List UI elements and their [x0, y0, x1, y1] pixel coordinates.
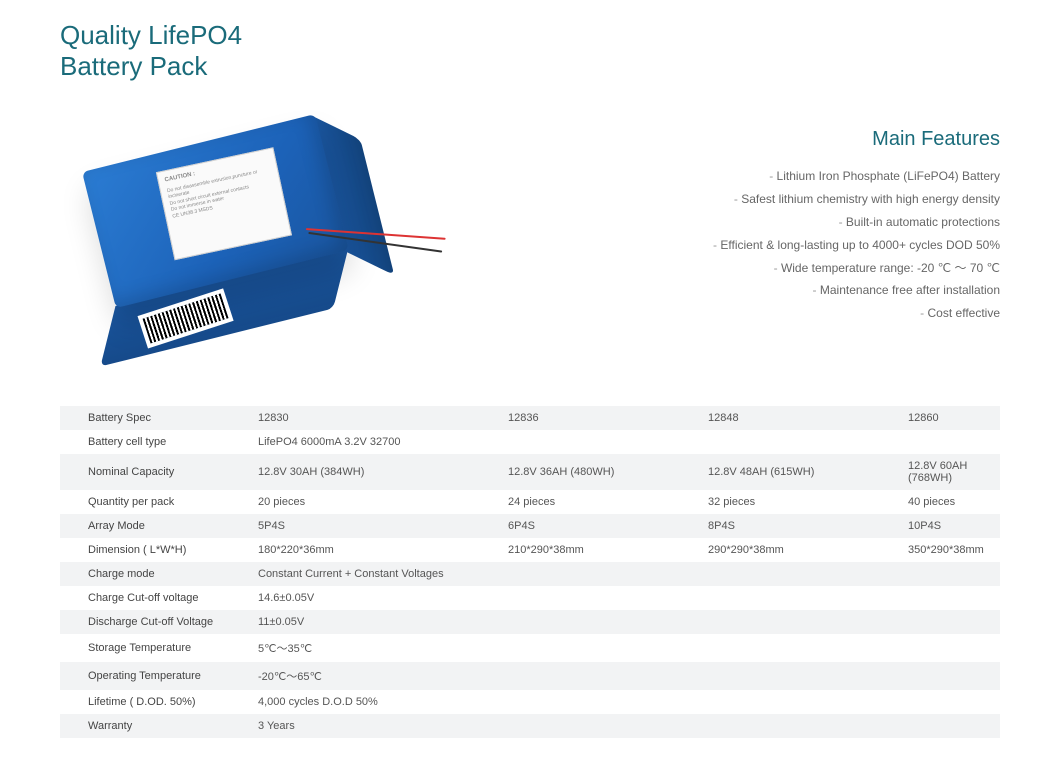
page: Quality LifePO4 Battery Pack CAUTION : D…: [0, 0, 1060, 738]
spec-row-label: Battery Spec: [60, 406, 250, 430]
title-line-2: Battery Pack: [60, 51, 207, 81]
spec-row-label: Warranty: [60, 714, 250, 738]
spec-cell: [500, 586, 700, 610]
title-line-1: Quality LifePO4: [60, 20, 242, 50]
feature-item: Efficient & long-lasting up to 4000+ cyc…: [460, 234, 1000, 257]
spec-cell: 32 pieces: [700, 490, 900, 514]
spec-row-label: Quantity per pack: [60, 490, 250, 514]
spec-cell: [500, 714, 700, 738]
table-row: Storage Temperature5℃～35℃: [60, 634, 1000, 662]
spec-cell: [900, 562, 1000, 586]
product-image: CAUTION : Do not disassemble extrusion,p…: [60, 88, 420, 388]
spec-row-label: Discharge Cut-off Voltage: [60, 610, 250, 634]
spec-cell: 40 pieces: [900, 490, 1000, 514]
spec-cell: [500, 690, 700, 714]
spec-row-label: Dimension ( L*W*H): [60, 538, 250, 562]
spec-cell: [500, 662, 700, 690]
spec-cell: Constant Current + Constant Voltages: [250, 562, 500, 586]
spec-cell: 350*290*38mm: [900, 538, 1000, 562]
spec-cell: [900, 714, 1000, 738]
spec-cell: 12848: [700, 406, 900, 430]
spec-row-label: Charge mode: [60, 562, 250, 586]
table-row: Dimension ( L*W*H)180*220*36mm210*290*38…: [60, 538, 1000, 562]
spec-cell: [900, 586, 1000, 610]
feature-item: Lithium Iron Phosphate (LiFePO4) Battery: [460, 165, 1000, 188]
spec-cell: [500, 430, 700, 454]
spec-cell: [700, 714, 900, 738]
spec-cell: [900, 430, 1000, 454]
spec-cell: 180*220*36mm: [250, 538, 500, 562]
battery-illustration: CAUTION : Do not disassemble extrusion,p…: [82, 110, 378, 348]
table-row: Discharge Cut-off Voltage11±0.05V: [60, 610, 1000, 634]
spec-row-label: Charge Cut-off voltage: [60, 586, 250, 610]
spec-cell: 12860: [900, 406, 1000, 430]
spec-cell: 3 Years: [250, 714, 500, 738]
feature-item: Built-in automatic protections: [460, 211, 1000, 234]
hero-row: CAUTION : Do not disassemble extrusion,p…: [60, 88, 1000, 388]
spec-cell: 5℃～35℃: [250, 634, 500, 662]
spec-cell: [700, 662, 900, 690]
features-panel: Main Features Lithium Iron Phosphate (Li…: [460, 88, 1000, 325]
spec-cell: 11±0.05V: [250, 610, 500, 634]
feature-item: Maintenance free after installation: [460, 279, 1000, 302]
spec-cell: [900, 634, 1000, 662]
spec-row-label: Storage Temperature: [60, 634, 250, 662]
spec-cell: 12.8V 60AH (768WH): [900, 454, 1000, 490]
spec-cell: 210*290*38mm: [500, 538, 700, 562]
spec-cell: 10P4S: [900, 514, 1000, 538]
table-row: Warranty3 Years: [60, 714, 1000, 738]
features-heading: Main Features: [460, 128, 1000, 151]
spec-cell: [700, 610, 900, 634]
spec-cell: [900, 662, 1000, 690]
spec-cell: 12830: [250, 406, 500, 430]
spec-cell: 24 pieces: [500, 490, 700, 514]
spec-cell: [500, 610, 700, 634]
spec-cell: 12.8V 36AH (480WH): [500, 454, 700, 490]
spec-cell: 290*290*38mm: [700, 538, 900, 562]
spec-row-label: Operating Temperature: [60, 662, 250, 690]
spec-cell: -20℃～65℃: [250, 662, 500, 690]
spec-cell: [700, 562, 900, 586]
spec-cell: [900, 610, 1000, 634]
features-list: Lithium Iron Phosphate (LiFePO4) Battery…: [460, 165, 1000, 325]
table-row: Battery cell typeLifePO4 6000mA 3.2V 327…: [60, 430, 1000, 454]
spec-table: Battery Spec12830128361284812860Battery …: [60, 406, 1000, 738]
spec-cell: [500, 562, 700, 586]
spec-cell: LifePO4 6000mA 3.2V 32700: [250, 430, 500, 454]
spec-cell: 12836: [500, 406, 700, 430]
table-row: Nominal Capacity12.8V 30AH (384WH)12.8V …: [60, 454, 1000, 490]
spec-cell: 12.8V 30AH (384WH): [250, 454, 500, 490]
feature-item: Cost effective: [460, 302, 1000, 325]
spec-row-label: Lifetime ( D.OD. 50%): [60, 690, 250, 714]
table-row: Charge modeConstant Current + Constant V…: [60, 562, 1000, 586]
table-row: Lifetime ( D.OD. 50%)4,000 cycles D.O.D …: [60, 690, 1000, 714]
spec-row-label: Nominal Capacity: [60, 454, 250, 490]
table-row: Operating Temperature-20℃～65℃: [60, 662, 1000, 690]
spec-row-label: Array Mode: [60, 514, 250, 538]
spec-row-label: Battery cell type: [60, 430, 250, 454]
spec-cell: [700, 634, 900, 662]
table-row: Array Mode5P4S6P4S8P4S10P4S: [60, 514, 1000, 538]
feature-item: Safest lithium chemistry with high energ…: [460, 188, 1000, 211]
table-row: Charge Cut-off voltage14.6±0.05V: [60, 586, 1000, 610]
spec-cell: [700, 430, 900, 454]
spec-cell: [700, 586, 900, 610]
page-title: Quality LifePO4 Battery Pack: [60, 20, 1000, 82]
spec-cell: 5P4S: [250, 514, 500, 538]
spec-cell: 12.8V 48AH (615WH): [700, 454, 900, 490]
table-row: Battery Spec12830128361284812860: [60, 406, 1000, 430]
spec-cell: 6P4S: [500, 514, 700, 538]
table-row: Quantity per pack20 pieces24 pieces32 pi…: [60, 490, 1000, 514]
spec-cell: [900, 690, 1000, 714]
feature-item: Wide temperature range: -20 ℃ ～ 70 ℃: [460, 257, 1000, 280]
spec-cell: 20 pieces: [250, 490, 500, 514]
spec-cell: 8P4S: [700, 514, 900, 538]
spec-cell: 14.6±0.05V: [250, 586, 500, 610]
spec-cell: 4,000 cycles D.O.D 50%: [250, 690, 500, 714]
caution-sticker: CAUTION : Do not disassemble extrusion,p…: [156, 148, 292, 261]
spec-cell: [700, 690, 900, 714]
spec-cell: [500, 634, 700, 662]
